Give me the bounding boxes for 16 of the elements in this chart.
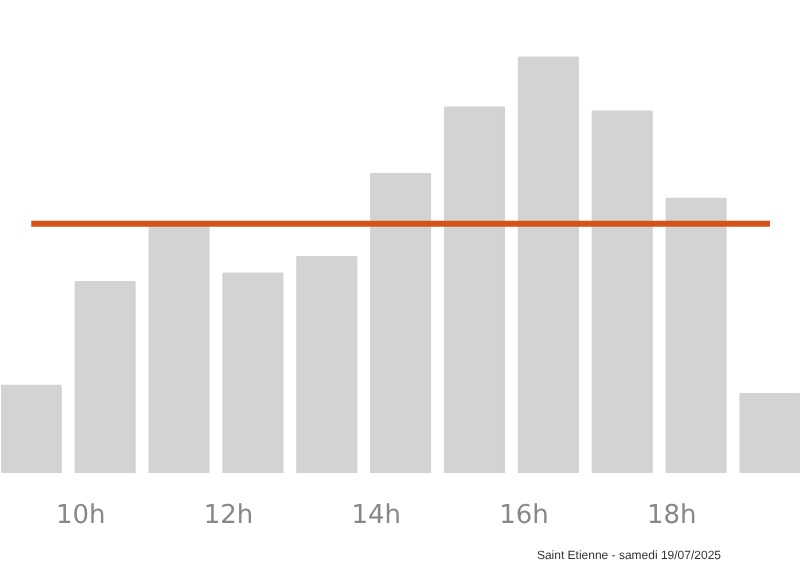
x-tick-label: 10h xyxy=(56,501,106,531)
bar xyxy=(443,106,506,473)
bar xyxy=(148,222,210,473)
x-tick-label: 14h xyxy=(351,501,402,531)
bar xyxy=(1,384,62,473)
bar xyxy=(739,393,800,473)
bar xyxy=(591,110,653,473)
bar xyxy=(665,197,727,473)
bar xyxy=(296,256,358,473)
bar xyxy=(222,272,284,473)
bar xyxy=(370,172,432,473)
x-tick-label: 18h xyxy=(646,501,697,531)
bar xyxy=(517,56,579,473)
bar xyxy=(74,280,136,473)
x-tick-label: 12h xyxy=(203,501,254,531)
x-tick-label: 16h xyxy=(499,501,549,531)
